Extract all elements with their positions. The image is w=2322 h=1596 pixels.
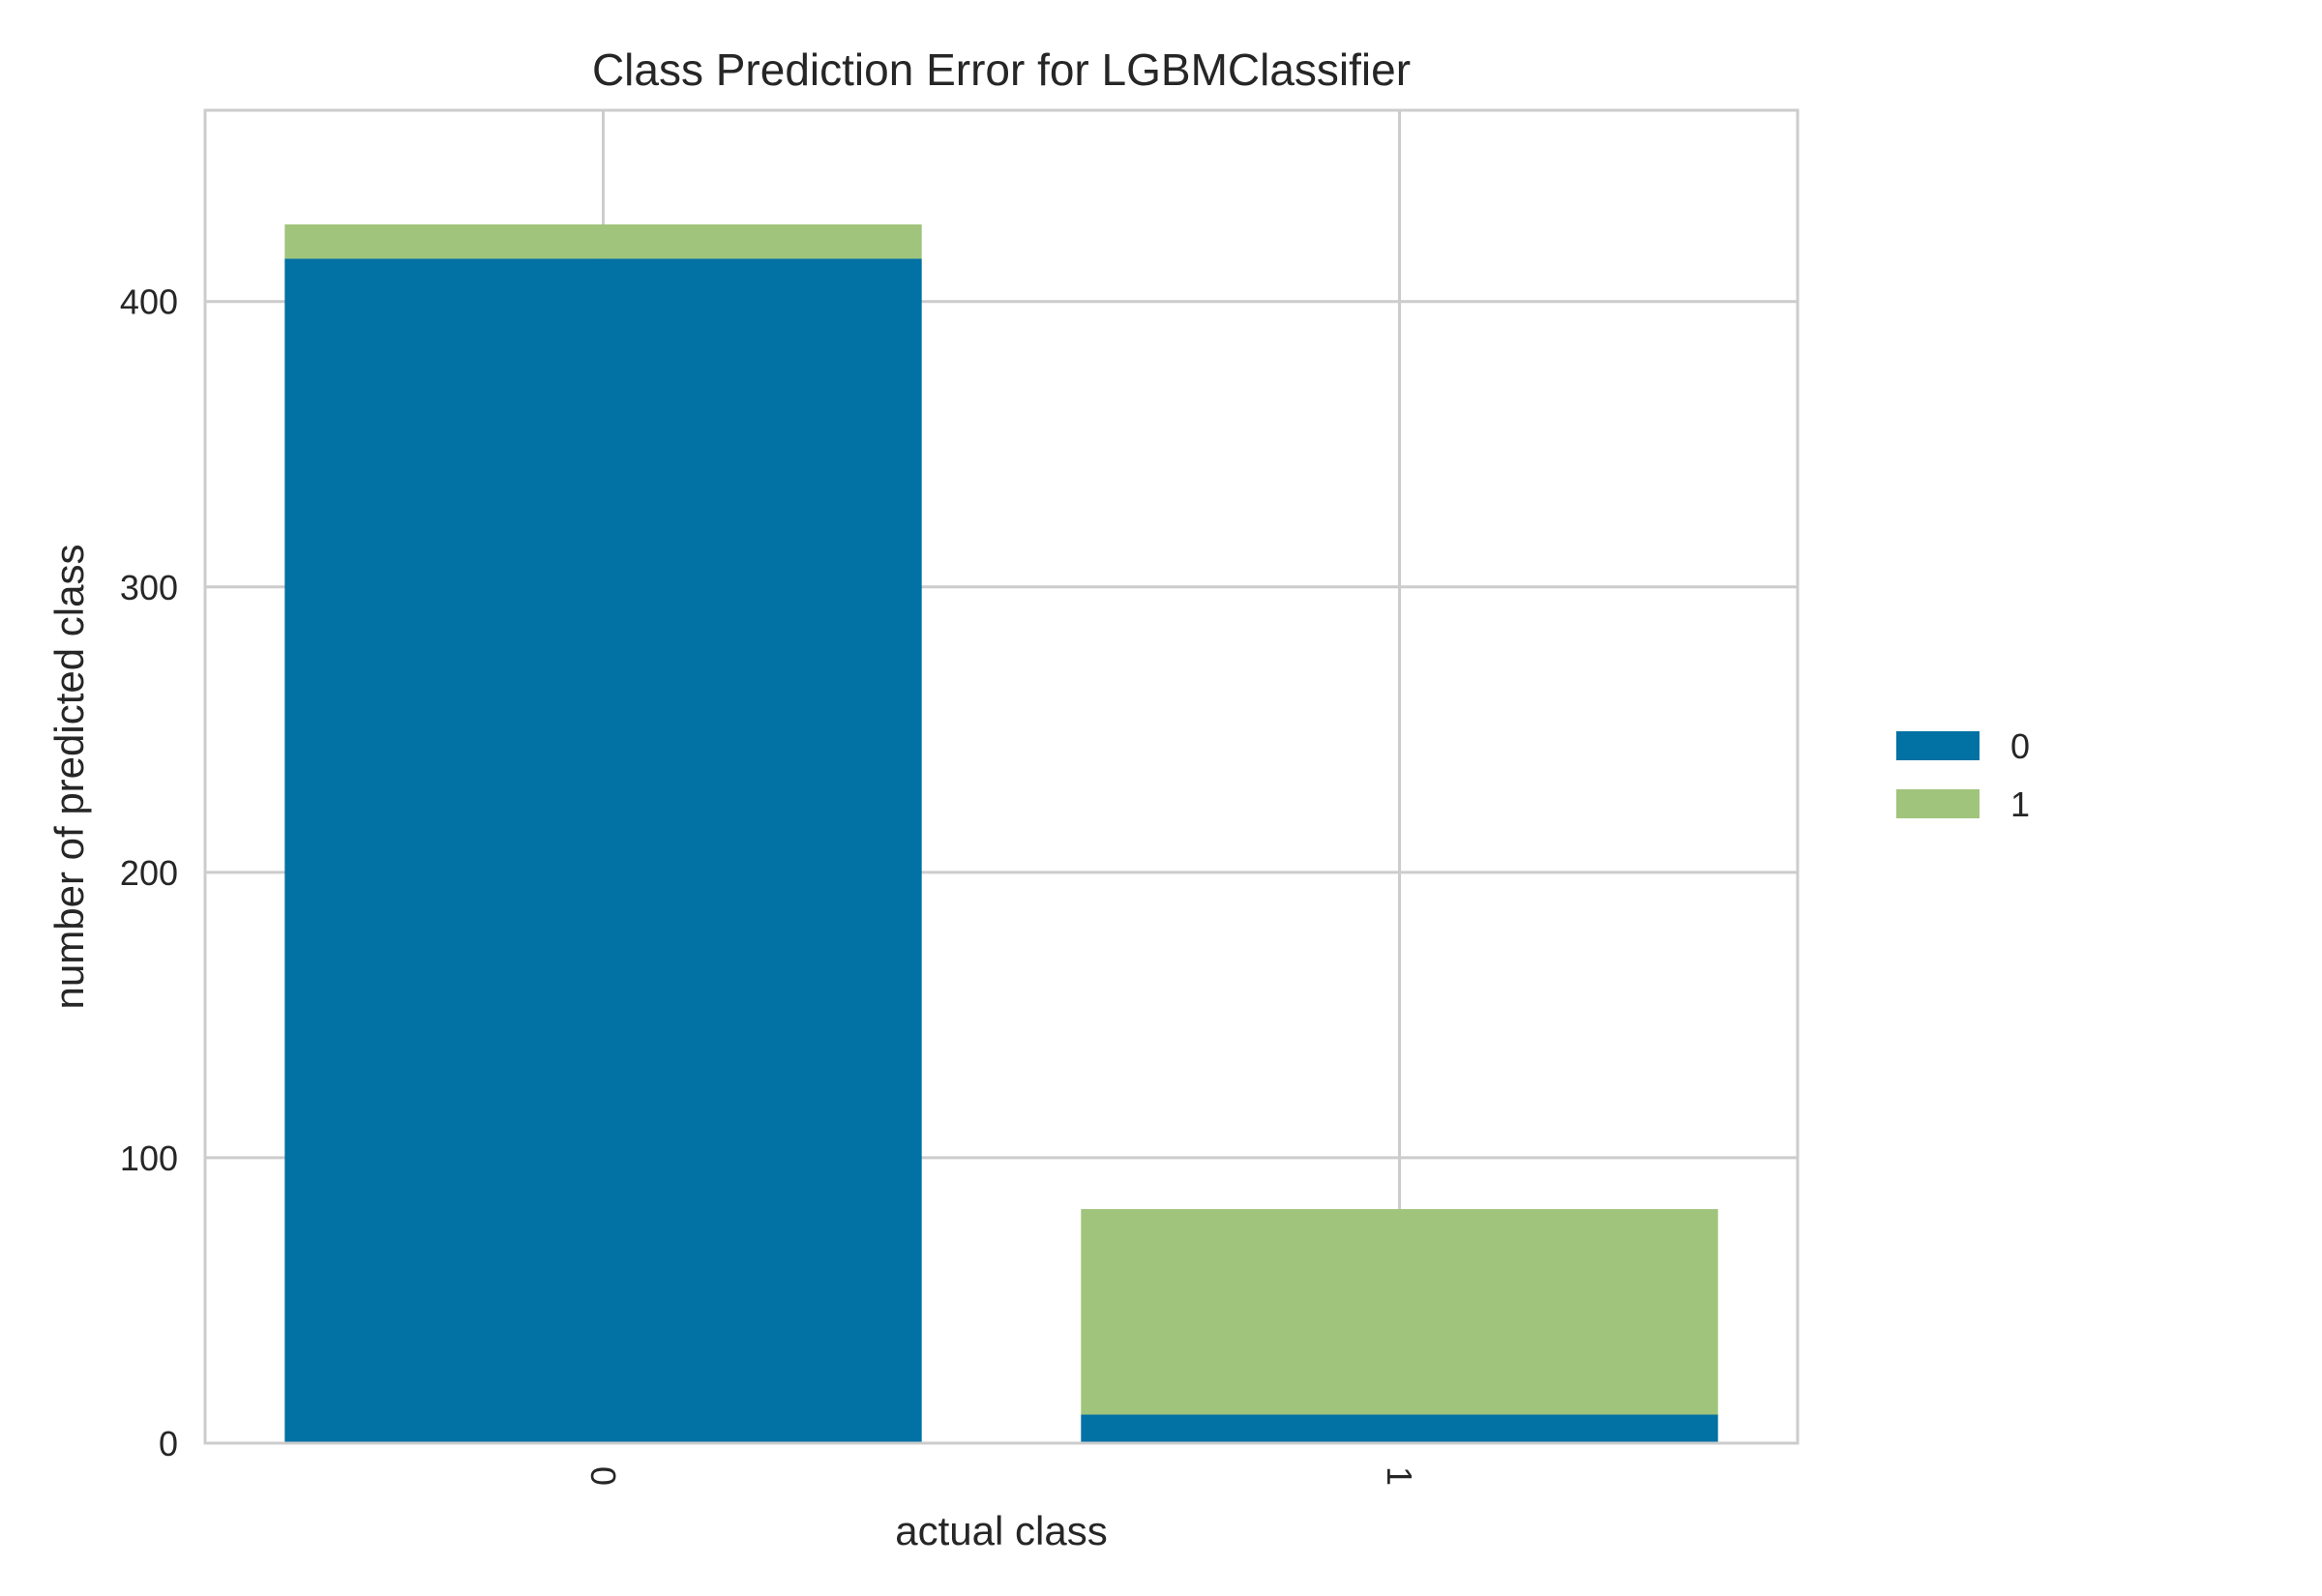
bar-actual-0-predicted-1 (284, 224, 922, 259)
y-tick-label: 200 (120, 853, 178, 893)
legend-label-1: 1 (2010, 784, 2030, 824)
x-tick-label: 1 (1380, 1466, 1419, 1486)
plot-frame (203, 108, 1800, 1445)
y-tick-label: 100 (120, 1138, 178, 1178)
y-tick-label: 400 (120, 282, 178, 322)
x-tick-label: 0 (583, 1466, 623, 1486)
bar-actual-1-predicted-1 (1081, 1209, 1718, 1415)
legend: 01 (1896, 726, 2030, 824)
y-tick-label: 300 (120, 568, 178, 607)
y-axis-label: number of predicted class (46, 545, 92, 1010)
y-tick-label: 0 (159, 1424, 178, 1463)
bar-actual-1-predicted-0 (1081, 1414, 1718, 1443)
x-axis-label: actual class (895, 1508, 1107, 1553)
legend-swatch-0 (1896, 731, 1980, 760)
y-tick-labels: 0 100 200 300 400 (120, 282, 178, 1463)
chart-title: Class Prediction Error for LGBMClassifie… (592, 44, 1411, 95)
bars (284, 224, 1718, 1443)
legend-swatch-1 (1896, 789, 1980, 818)
bar-actual-0-predicted-0 (284, 258, 922, 1443)
legend-label-0: 0 (2010, 726, 2030, 766)
